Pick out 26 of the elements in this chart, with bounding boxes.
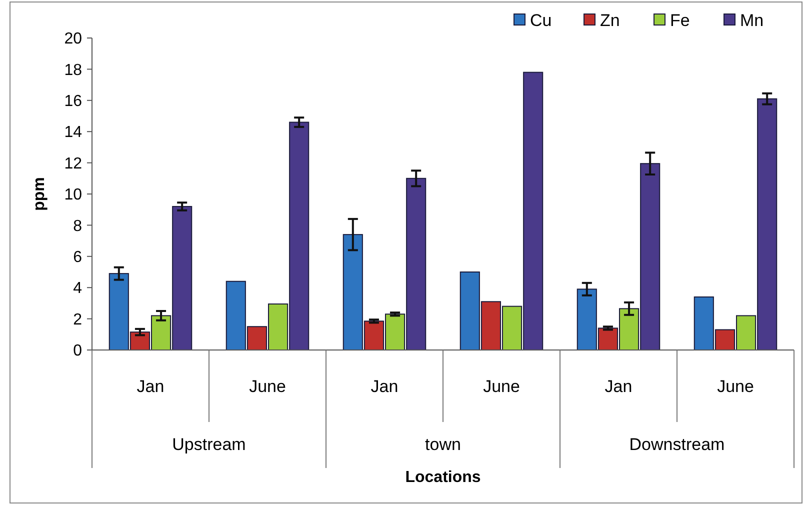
x-tick-label: Jan <box>604 377 632 396</box>
x-tick-label: June <box>483 377 520 396</box>
y-tick-label: 8 <box>73 218 82 235</box>
text: Upstream <box>172 435 246 454</box>
y-axis-title: ppm <box>31 177 48 211</box>
y-tick-label: 18 <box>64 62 82 79</box>
legend-label: Fe <box>670 10 690 30</box>
legend-label: Mn <box>740 10 764 30</box>
y-tick-label: 20 <box>64 30 82 48</box>
y-tick-label: 12 <box>64 155 82 172</box>
x-tick-label: Jan <box>370 377 398 396</box>
legend-label: Cu <box>530 10 552 30</box>
y-tick-label: 16 <box>64 93 82 110</box>
text: Downstream <box>629 435 725 454</box>
y-tick-label: 14 <box>64 124 82 142</box>
x-tick-label: June <box>717 377 754 396</box>
y-tick-label: 4 <box>73 280 82 298</box>
legend-label: Zn <box>600 10 620 30</box>
y-tick-label: 2 <box>73 311 82 328</box>
text: town <box>425 435 461 454</box>
y-tick-label: 10 <box>64 186 82 204</box>
x-tick-label: June <box>249 377 286 396</box>
y-tick-label: 0 <box>73 342 82 360</box>
y-tick-label: 6 <box>73 249 82 266</box>
x-tick-label: Jan <box>136 377 164 396</box>
x-axis-title: Locations <box>405 469 481 486</box>
